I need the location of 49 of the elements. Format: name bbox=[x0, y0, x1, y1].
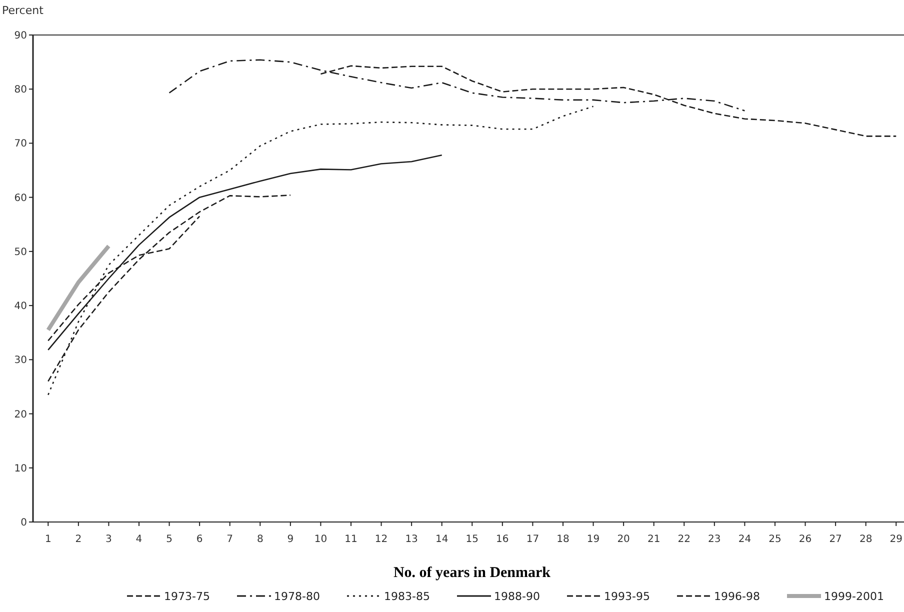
x-tick-label: 17 bbox=[526, 534, 540, 545]
y-tick-label: 10 bbox=[14, 463, 27, 474]
y-tick-label: 60 bbox=[14, 192, 27, 204]
x-tick-label: 1 bbox=[44, 534, 52, 545]
x-tick-label: 3 bbox=[106, 534, 112, 545]
legend-label: 1978-80 bbox=[274, 590, 320, 603]
x-tick-label: 7 bbox=[226, 534, 234, 545]
legend-label: 1988-90 bbox=[494, 590, 540, 603]
y-tick-label: 0 bbox=[20, 518, 27, 528]
y-tick-label: 70 bbox=[14, 138, 27, 150]
x-axis-title: No. of years in Denmark bbox=[393, 565, 552, 581]
y-tick-label: 40 bbox=[14, 301, 27, 312]
x-tick-label: 10 bbox=[314, 534, 328, 545]
x-tick-label: 4 bbox=[136, 534, 142, 545]
x-tick-label: 13 bbox=[405, 534, 418, 545]
legend-label: 1983-85 bbox=[384, 590, 430, 603]
legend-label: 1993-95 bbox=[604, 590, 650, 603]
x-tick-label: 12 bbox=[374, 534, 388, 545]
line-series bbox=[47, 106, 594, 396]
y-tick-label: 90 bbox=[14, 30, 27, 42]
x-tick-label: 18 bbox=[556, 534, 570, 545]
y-tick-label: 20 bbox=[14, 409, 27, 420]
x-tick-label: 15 bbox=[466, 534, 478, 545]
x-tick-label: 23 bbox=[708, 534, 721, 545]
x-tick-label: 9 bbox=[287, 534, 294, 545]
x-tick-label: 22 bbox=[678, 534, 690, 545]
x-tick-label: 5 bbox=[166, 534, 172, 545]
x-tick-label: 28 bbox=[859, 534, 872, 545]
x-tick-label: 21 bbox=[647, 534, 660, 545]
x-tick-label: 19 bbox=[586, 534, 600, 545]
y-axis-title: Percent bbox=[2, 4, 44, 17]
legend-label: 1996-98 bbox=[714, 590, 760, 603]
x-tick-label: 24 bbox=[738, 534, 752, 545]
y-tick-label: 30 bbox=[14, 355, 27, 366]
y-tick-label: 80 bbox=[14, 84, 27, 96]
x-tick-label: 25 bbox=[768, 534, 782, 545]
y-tick-label: 50 bbox=[14, 246, 27, 258]
x-tick-label: 11 bbox=[344, 534, 358, 545]
legend-label: 1999-2001 bbox=[824, 590, 884, 603]
x-tick-label: 2 bbox=[75, 534, 82, 545]
x-tick-label: 29 bbox=[890, 534, 902, 545]
x-tick-label: 27 bbox=[829, 534, 842, 545]
x-tick-label: 20 bbox=[617, 534, 630, 545]
x-tick-label: 26 bbox=[798, 534, 812, 545]
x-tick-label: 8 bbox=[256, 534, 264, 545]
x-tick-label: 14 bbox=[435, 534, 448, 545]
x-tick-label: 6 bbox=[196, 534, 203, 545]
x-tick-label: 16 bbox=[496, 534, 509, 545]
legend-label: 1973-75 bbox=[164, 590, 210, 603]
